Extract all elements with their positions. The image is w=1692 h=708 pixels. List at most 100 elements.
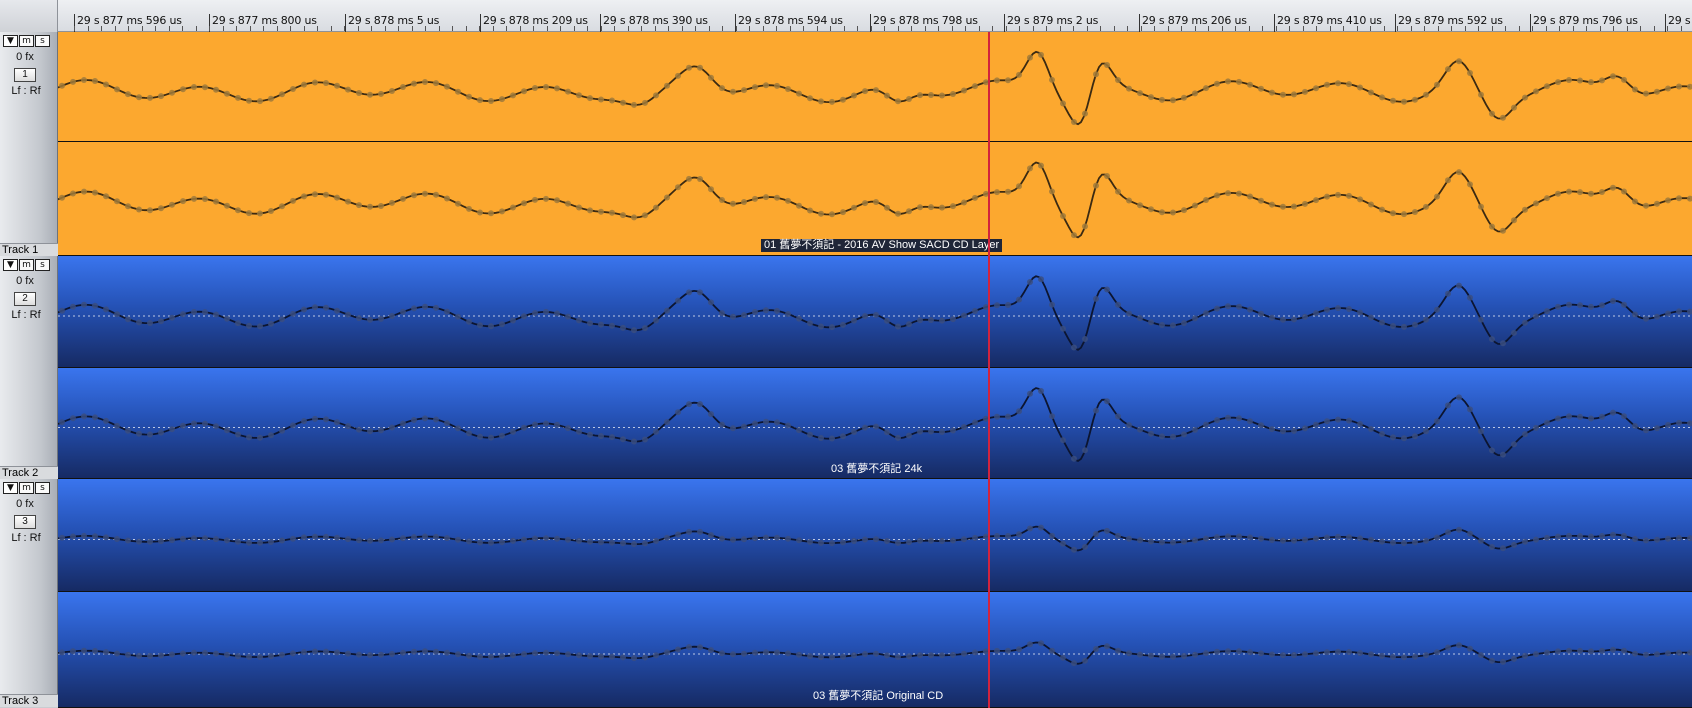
playhead-cursor[interactable] — [988, 32, 990, 708]
sample-point — [1181, 431, 1187, 438]
sample-point — [202, 196, 208, 202]
ruler-minor-tick — [546, 26, 548, 31]
track-3-header[interactable]: ▼ m s 0 fx 3 Lf : Rf — [0, 479, 58, 694]
sample-point — [1566, 413, 1572, 420]
sample-point — [422, 533, 428, 540]
sample-point — [1445, 644, 1451, 651]
track-2-mute-button[interactable]: m — [19, 259, 34, 271]
timeline-ruler[interactable]: 29 s 877 ms 596 us 29 s 877 ms 800 us 29 s… — [0, 0, 1692, 32]
ruler-minor-tick — [344, 26, 345, 31]
sample-point — [884, 652, 890, 659]
sample-point — [92, 533, 98, 540]
waveform-svg — [58, 275, 1692, 351]
sample-point — [642, 654, 648, 661]
sample-point — [246, 97, 252, 104]
track-3-channel-right-waveform[interactable]: 03 舊夢不須記 Original CD — [58, 592, 1692, 708]
track-1-mute-button[interactable]: m — [19, 35, 34, 47]
sample-point — [851, 652, 857, 659]
track-2-solo-button[interactable]: s — [35, 259, 50, 271]
track-3-channel-left-waveform[interactable] — [58, 479, 1692, 592]
sample-point — [323, 191, 329, 198]
track-2-menu-arrow-icon[interactable]: ▼ — [3, 259, 18, 271]
sample-point — [1005, 413, 1011, 420]
track-1-menu-arrow-icon[interactable]: ▼ — [3, 35, 18, 47]
track-3-number-button[interactable]: 3 — [14, 515, 36, 529]
track-3-solo-button[interactable]: s — [35, 482, 50, 494]
sample-point — [1665, 422, 1671, 428]
track-1-fx-count[interactable]: 0 fx — [16, 51, 34, 63]
sample-point — [1632, 86, 1638, 93]
track-2-number-button[interactable]: 2 — [14, 292, 36, 306]
sample-point — [1093, 71, 1099, 78]
sample-point — [191, 649, 197, 656]
sample-point — [290, 650, 296, 657]
sample-point — [389, 424, 395, 431]
sample-point — [1082, 447, 1088, 454]
sample-point — [1093, 182, 1099, 189]
sample-point — [1368, 89, 1374, 96]
sample-point — [488, 98, 494, 104]
ruler-minor-tick — [155, 26, 156, 31]
sample-point — [1236, 648, 1242, 655]
sample-point — [1522, 319, 1528, 326]
sample-point — [334, 194, 340, 201]
sample-point — [895, 654, 901, 660]
track-1-solo-button[interactable]: s — [35, 35, 50, 47]
track-2-channel-right-waveform[interactable]: 03 舊夢不須記 24k — [58, 368, 1692, 479]
track-2-header[interactable]: ▼ m s 0 fx 2 Lf : Rf — [0, 256, 58, 466]
sample-point — [543, 420, 549, 427]
track-2-channel-left-waveform[interactable] — [58, 256, 1692, 368]
sample-point — [1126, 650, 1132, 657]
sample-point — [422, 79, 428, 85]
sample-point — [1500, 227, 1506, 234]
sample-point — [587, 653, 593, 660]
sample-point — [1060, 100, 1066, 107]
track-3-mute-button[interactable]: m — [19, 482, 34, 494]
sample-point — [1412, 209, 1418, 215]
track-1-routing[interactable]: Lf : Rf — [11, 85, 41, 97]
sample-point — [1577, 647, 1583, 654]
ruler-minor-tick — [371, 26, 372, 31]
sample-point — [1005, 77, 1011, 84]
sample-point — [851, 92, 857, 99]
sample-point — [1170, 322, 1176, 329]
sample-point — [807, 207, 813, 214]
sample-point — [114, 198, 120, 205]
sample-point — [983, 533, 989, 540]
sample-point — [752, 309, 758, 315]
sample-point — [1588, 533, 1594, 540]
sample-point — [1632, 423, 1638, 429]
sample-point — [796, 202, 802, 209]
sample-point — [1467, 181, 1473, 188]
sample-point — [796, 315, 802, 322]
track-2-routing[interactable]: Lf : Rf — [11, 309, 41, 321]
sample-point — [565, 425, 571, 432]
track-1-channel-left-waveform[interactable] — [58, 32, 1692, 142]
sample-point — [917, 204, 923, 211]
track-1-header[interactable]: ▼ m s 0 fx 1 Lf : Rf — [0, 32, 58, 243]
sample-point — [565, 536, 571, 543]
track-3-routing[interactable]: Lf : Rf — [11, 532, 41, 544]
sample-point — [1016, 531, 1022, 538]
track-1-channel-right-waveform[interactable]: 01 舊夢不須記 - 2016 AV Show SACD CD Layer — [58, 142, 1692, 256]
ruler-minor-tick — [762, 26, 764, 31]
track-3-fx-count[interactable]: 0 fx — [16, 498, 34, 510]
sample-point — [1621, 188, 1627, 195]
sample-point — [620, 212, 626, 219]
track-2-fx-count[interactable]: 0 fx — [16, 275, 34, 287]
sample-point — [653, 204, 659, 211]
sample-point — [1346, 534, 1352, 541]
ruler-minor-tick — [168, 26, 170, 31]
ruler-minor-tick — [992, 26, 993, 31]
sample-point — [81, 413, 87, 420]
ruler-minor-tick — [317, 26, 318, 31]
track-3-menu-arrow-icon[interactable]: ▼ — [3, 482, 18, 494]
sample-point — [532, 196, 538, 203]
sample-point — [1610, 531, 1616, 538]
sample-point — [774, 649, 780, 656]
sample-point — [323, 648, 329, 655]
sample-point — [466, 538, 472, 545]
sample-point — [708, 532, 714, 539]
track-1-number-button[interactable]: 1 — [14, 68, 36, 82]
sample-point — [983, 415, 989, 422]
